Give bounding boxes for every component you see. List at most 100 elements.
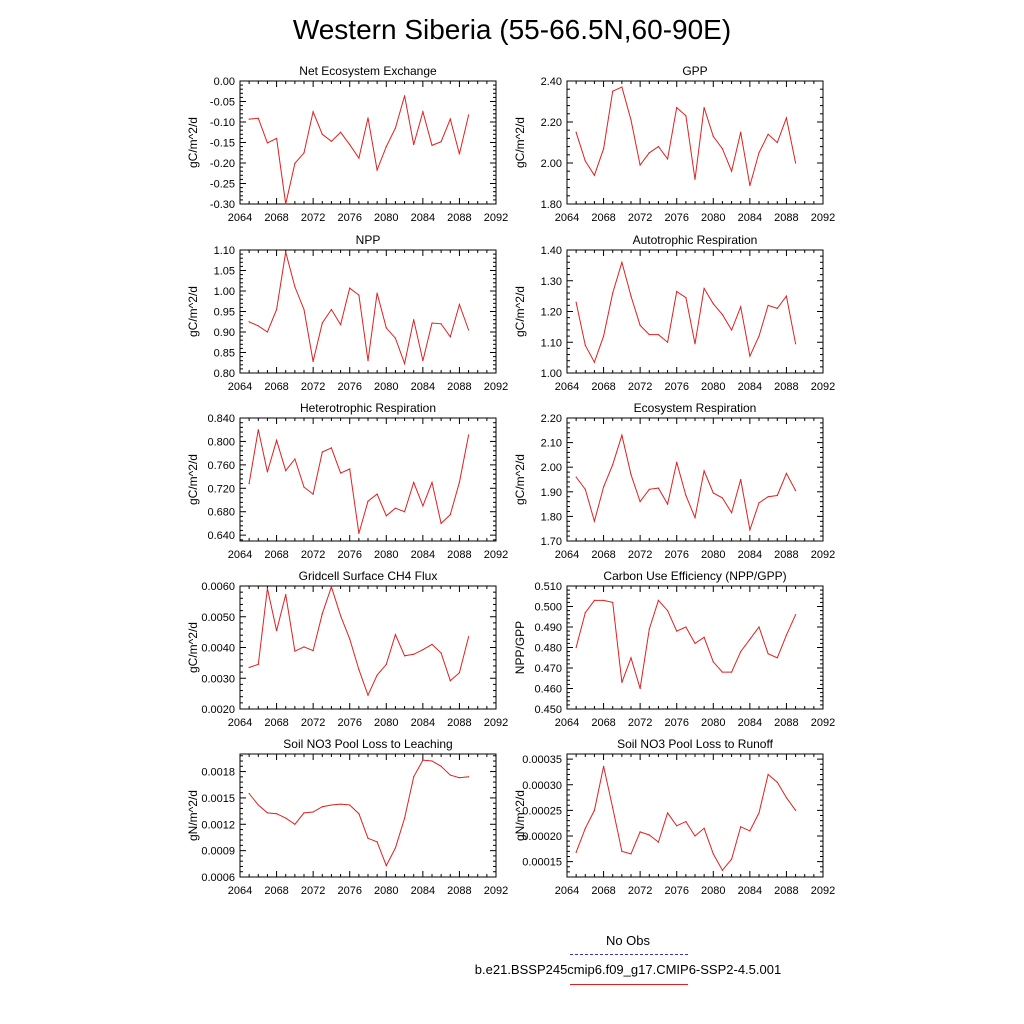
data-point bbox=[294, 823, 296, 825]
data-point bbox=[730, 170, 733, 172]
data-point bbox=[449, 514, 451, 516]
data-point bbox=[303, 152, 305, 154]
data-point bbox=[413, 319, 415, 321]
x-tick-label: 2092 bbox=[811, 381, 835, 393]
x-tick-label: 2080 bbox=[701, 549, 725, 561]
data-point bbox=[403, 655, 406, 657]
data-point bbox=[740, 651, 742, 653]
x-tick-label: 2088 bbox=[774, 381, 798, 393]
data-point bbox=[639, 324, 641, 326]
data-point bbox=[703, 287, 705, 290]
data-point bbox=[257, 429, 259, 431]
data-point bbox=[376, 169, 378, 171]
x-tick-label: 2076 bbox=[664, 381, 688, 393]
data-point bbox=[275, 629, 278, 632]
data-point bbox=[767, 304, 769, 306]
data-point bbox=[785, 472, 788, 474]
data-point bbox=[602, 599, 605, 601]
x-tick-label: 2064 bbox=[228, 381, 252, 393]
y-tick-label: 1.10 bbox=[541, 337, 562, 349]
data-point bbox=[758, 335, 760, 337]
y-tick-label: 0.800 bbox=[207, 436, 235, 448]
data-point bbox=[749, 830, 751, 832]
data-point bbox=[385, 146, 387, 148]
x-tick-label: 2084 bbox=[411, 717, 435, 729]
data-point bbox=[467, 329, 470, 331]
data-point bbox=[367, 360, 369, 362]
x-tick-label: 2092 bbox=[811, 885, 835, 897]
data-point bbox=[776, 141, 778, 144]
x-tick-label: 2084 bbox=[738, 212, 762, 224]
data-point bbox=[694, 517, 696, 519]
data-point bbox=[275, 308, 278, 311]
y-tick-label: 0.85 bbox=[214, 348, 235, 360]
y-tick-label: 0.460 bbox=[534, 684, 562, 696]
data-point bbox=[321, 451, 323, 453]
data-point bbox=[612, 807, 614, 809]
data-point bbox=[257, 325, 259, 327]
data-point bbox=[422, 759, 424, 761]
data-point bbox=[575, 476, 577, 478]
x-tick-label: 2064 bbox=[228, 549, 252, 561]
data-point bbox=[666, 341, 669, 343]
data-point bbox=[676, 630, 678, 632]
data-point bbox=[584, 488, 586, 490]
data-point bbox=[294, 162, 296, 165]
data-point bbox=[721, 313, 724, 316]
data-point bbox=[740, 478, 742, 481]
chart-title: Net Ecosystem Exchange bbox=[299, 64, 437, 78]
x-tick-label: 2080 bbox=[701, 717, 725, 729]
data-point bbox=[303, 646, 305, 648]
data-point bbox=[584, 160, 586, 162]
data-point bbox=[657, 146, 660, 148]
x-tick-label: 2076 bbox=[337, 381, 361, 393]
chart-panel-5: Ecosystem Respiration gC/m^2/d 2064 2068 207… bbox=[513, 401, 835, 561]
data-point bbox=[312, 360, 314, 363]
y-tick-label: 0.0040 bbox=[201, 643, 235, 655]
data-point bbox=[666, 812, 669, 814]
data-point bbox=[385, 327, 387, 329]
y-tick-label: 0.0060 bbox=[201, 581, 235, 593]
data-point bbox=[612, 90, 614, 92]
data-point bbox=[593, 361, 596, 363]
data-point bbox=[730, 858, 733, 860]
data-point bbox=[676, 290, 678, 293]
x-tick-label: 2080 bbox=[374, 212, 398, 224]
series-line bbox=[575, 433, 797, 532]
data-point bbox=[666, 610, 669, 612]
data-point bbox=[721, 671, 724, 673]
data-point bbox=[703, 636, 705, 638]
data-point bbox=[303, 812, 305, 814]
x-tick-label: 2088 bbox=[774, 549, 798, 561]
y-tick-label: -0.10 bbox=[210, 117, 235, 129]
chart-title: Heterotrophic Respiration bbox=[300, 401, 436, 415]
data-point bbox=[749, 355, 751, 357]
data-point bbox=[394, 633, 397, 636]
data-point bbox=[794, 343, 797, 345]
data-point bbox=[630, 853, 632, 855]
data-point bbox=[630, 119, 632, 121]
data-point bbox=[266, 331, 269, 333]
series-line bbox=[248, 585, 470, 697]
data-point bbox=[467, 434, 470, 436]
y-tick-label: 0.00035 bbox=[522, 754, 562, 766]
data-point bbox=[312, 493, 314, 495]
data-point bbox=[422, 505, 424, 507]
data-point bbox=[740, 131, 742, 133]
data-point bbox=[294, 458, 296, 460]
data-point bbox=[458, 672, 461, 674]
data-point bbox=[394, 847, 397, 849]
plot-frame bbox=[566, 585, 824, 710]
data-point bbox=[449, 336, 451, 338]
series-line bbox=[575, 766, 797, 872]
chart-title: Carbon Use Efficiency (NPP/GPP) bbox=[603, 569, 786, 583]
chart-title: NPP bbox=[356, 233, 381, 247]
data-point bbox=[648, 152, 650, 154]
y-tick-label: -0.30 bbox=[210, 199, 235, 211]
y-tick-label: 1.80 bbox=[541, 199, 562, 211]
chart-title: Soil NO3 Pool Loss to Leaching bbox=[283, 737, 452, 751]
data-point bbox=[575, 646, 577, 649]
data-point bbox=[666, 158, 669, 160]
data-point bbox=[575, 851, 577, 854]
legend-run-line bbox=[570, 984, 688, 985]
